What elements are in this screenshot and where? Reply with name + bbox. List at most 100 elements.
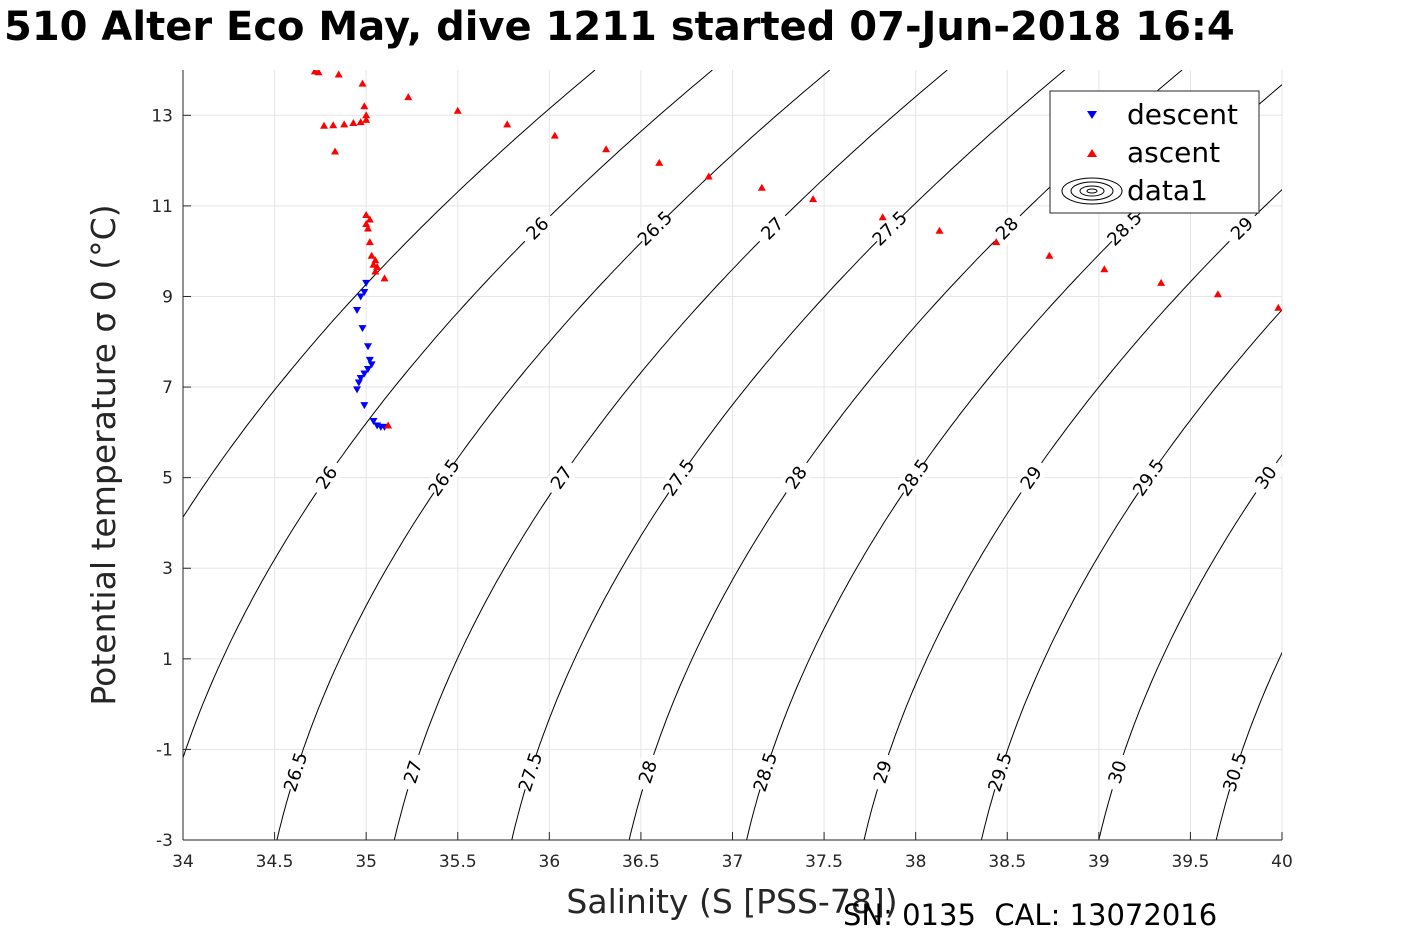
contour-label-background xyxy=(1101,751,1134,793)
contour-label-background xyxy=(1104,208,1146,250)
density-contour-line xyxy=(511,70,1066,840)
legend-data1-label: data1 xyxy=(1127,174,1208,207)
x-tick-label: 34 xyxy=(172,852,194,872)
ascent-point xyxy=(367,251,376,259)
x-tick-label: 39.5 xyxy=(1171,852,1209,872)
x-tick-label: 38.5 xyxy=(988,852,1026,872)
density-contours xyxy=(183,70,1417,840)
axes xyxy=(182,70,1283,841)
legend-box xyxy=(1049,90,1260,214)
ascent-point xyxy=(310,70,319,75)
descent-point xyxy=(369,418,378,426)
descent-point xyxy=(363,343,372,351)
ascent-point xyxy=(1157,278,1166,286)
legend-ascent-label: ascent xyxy=(1127,136,1220,169)
ascent-point xyxy=(363,224,372,232)
ascent-point xyxy=(1213,290,1222,298)
y-tick-label: 13 xyxy=(151,106,173,126)
grid-lines xyxy=(182,70,1283,841)
ascent-point xyxy=(655,158,664,166)
descent-point xyxy=(367,361,376,369)
legend-contour-icon xyxy=(1061,177,1123,205)
descent-point xyxy=(356,375,365,382)
density-contour-line xyxy=(183,70,596,519)
ascent-point xyxy=(384,421,393,429)
ascent-point xyxy=(320,121,329,129)
ascent-point xyxy=(365,215,374,223)
descent-point xyxy=(353,307,362,315)
y-axis-label: Potential temperature σ 0 (°C) xyxy=(84,204,123,705)
x-axis-label: Salinity (S [PSS-78]) xyxy=(566,882,897,921)
ascent-point xyxy=(1045,251,1054,259)
descent-point xyxy=(356,293,365,301)
tick-labels: 34 34.5 35 35.5 36 36.5 37 37.5 38 38.5 39 39.5 40-3… xyxy=(151,106,1292,872)
y-tick-label: 7 xyxy=(162,378,173,398)
legend: descent ascent data1 xyxy=(1049,90,1260,214)
ascent-point xyxy=(404,93,413,101)
x-tick-label: 39 xyxy=(1088,852,1110,872)
ascent-point xyxy=(365,238,374,246)
x-tick-label: 36.5 xyxy=(622,852,660,872)
descent-point xyxy=(365,356,374,364)
contour-label-background xyxy=(869,208,911,250)
contour-label-background xyxy=(631,751,664,793)
contour-label-background xyxy=(424,456,464,499)
ascent-point xyxy=(1274,303,1282,311)
ascent-point xyxy=(362,115,371,123)
ascent-point xyxy=(369,260,378,268)
ascent-point xyxy=(356,118,365,126)
x-tick-label: 35 xyxy=(355,852,377,872)
ascent-point xyxy=(1100,265,1109,273)
ascent-point xyxy=(362,111,371,119)
ascent-point xyxy=(331,147,340,155)
descent-point xyxy=(362,279,371,287)
x-tick-label: 38 xyxy=(905,852,927,872)
ascent-point xyxy=(602,145,611,153)
ascent-point xyxy=(349,118,358,126)
ascent-point xyxy=(380,274,389,282)
x-tick-label: 34.5 xyxy=(256,852,294,872)
density-contour-line xyxy=(393,70,948,840)
descent-point xyxy=(353,386,362,394)
y-tick-label: 1 xyxy=(162,650,173,670)
contour-label-background xyxy=(984,751,1017,793)
density-contour-line xyxy=(980,309,1282,840)
contour-label-background xyxy=(751,208,793,250)
ascent-point xyxy=(371,256,380,264)
ascent-point xyxy=(371,267,380,275)
y-tick-label: 11 xyxy=(151,197,173,217)
density-contour-line xyxy=(1215,651,1282,840)
contour-label-background xyxy=(1011,456,1051,499)
ascent-point xyxy=(503,120,512,128)
contour-label-background xyxy=(986,208,1028,250)
chart-title: 510 Alter Eco May, dive 1211 started 07-… xyxy=(4,4,1235,50)
descent-point xyxy=(354,379,363,387)
density-contour-line xyxy=(863,188,1282,840)
density-contour-line xyxy=(1098,454,1282,840)
contour-label-background xyxy=(279,751,312,793)
contour-label-background xyxy=(749,751,782,793)
y-tick-label: 9 xyxy=(162,287,173,307)
x-tick-label: 40 xyxy=(1271,852,1293,872)
ascent-point xyxy=(329,121,338,129)
ascent-point xyxy=(935,226,944,234)
ascent-point xyxy=(358,79,367,87)
contour-label-background xyxy=(659,456,699,499)
ascent-point xyxy=(809,195,818,203)
ascent-point xyxy=(704,172,713,180)
contour-label-background xyxy=(307,456,347,499)
density-contour-line xyxy=(1334,70,1417,840)
density-contour-line xyxy=(183,70,713,760)
descent-point xyxy=(360,288,369,296)
ascent-point xyxy=(334,70,343,78)
ascent-point xyxy=(340,120,349,128)
descent-point xyxy=(360,402,369,410)
descent-point xyxy=(360,370,369,378)
ascent-point xyxy=(453,106,462,114)
legend-descent-label: descent xyxy=(1127,98,1238,131)
ascent-point xyxy=(878,213,887,221)
contour-label-background xyxy=(634,208,676,250)
y-tick-label: 3 xyxy=(162,559,173,579)
contour-label-background xyxy=(777,456,816,499)
